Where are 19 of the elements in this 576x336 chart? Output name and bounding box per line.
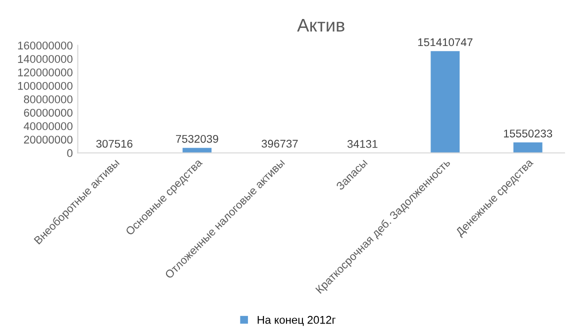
bar xyxy=(430,51,460,153)
data-label: 15550233 xyxy=(504,130,552,138)
y-tick-label: 100000000 xyxy=(18,82,72,90)
chart-title: Актив xyxy=(297,19,344,32)
bar xyxy=(513,142,542,153)
y-tick-label: 80000000 xyxy=(24,95,72,104)
y-tick-label: 0 xyxy=(67,149,72,158)
legend-label: На конец 2012г xyxy=(258,316,336,326)
y-tick-label: 20000000 xyxy=(24,136,72,144)
y-tick-label: 160000000 xyxy=(18,42,72,50)
data-label: 396737 xyxy=(262,140,298,148)
data-label: 151410747 xyxy=(418,38,472,46)
data-label: 307516 xyxy=(96,140,132,148)
y-tick-label: 60000000 xyxy=(24,108,72,117)
y-tick-label: 140000000 xyxy=(18,55,72,63)
y-tick-label: 120000000 xyxy=(18,68,72,76)
data-label: 34131 xyxy=(347,140,378,148)
y-tick-label: 40000000 xyxy=(24,122,72,130)
data-label: 7532039 xyxy=(176,134,218,143)
